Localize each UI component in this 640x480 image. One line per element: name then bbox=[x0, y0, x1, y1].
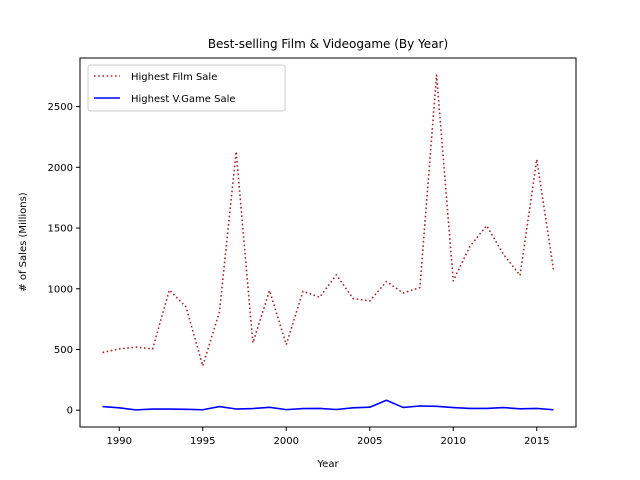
series-line-0 bbox=[102, 74, 555, 367]
y-tick-label: 2000 bbox=[48, 163, 73, 174]
legend-film-label: Highest Film Sale bbox=[131, 72, 217, 83]
x-tick-label: 2010 bbox=[441, 436, 466, 447]
y-tick-label: 0 bbox=[67, 406, 73, 417]
x-tick-label: 2005 bbox=[357, 436, 382, 447]
x-tick-label: 2015 bbox=[524, 436, 549, 447]
chart-title: Best-selling Film & Videogame (By Year) bbox=[208, 37, 448, 51]
y-tick-label: 1000 bbox=[48, 284, 73, 295]
y-axis-ticks: 0 500 1000 1500 2000 2500 bbox=[48, 102, 80, 417]
y-tick-label: 500 bbox=[54, 345, 73, 356]
plot-lines bbox=[102, 74, 555, 411]
x-tick-label: 2000 bbox=[274, 436, 299, 447]
series-line-1 bbox=[102, 399, 554, 411]
legend: Highest Film Sale Highest V.Game Sale bbox=[87, 64, 286, 112]
plot-frame bbox=[79, 57, 577, 428]
x-tick-label: 1990 bbox=[107, 436, 132, 447]
x-axis-label: Year bbox=[316, 459, 339, 470]
y-tick-label: 2500 bbox=[48, 102, 73, 113]
legend-box bbox=[87, 64, 286, 112]
x-axis-ticks: 1990 1995 2000 2005 2010 2015 bbox=[107, 427, 549, 447]
y-axis-label: # of Sales (Millions) bbox=[18, 192, 29, 291]
x-tick-label: 1995 bbox=[190, 436, 215, 447]
legend-vgame-label: Highest V.Game Sale bbox=[131, 94, 236, 105]
y-tick-label: 1500 bbox=[48, 224, 73, 235]
